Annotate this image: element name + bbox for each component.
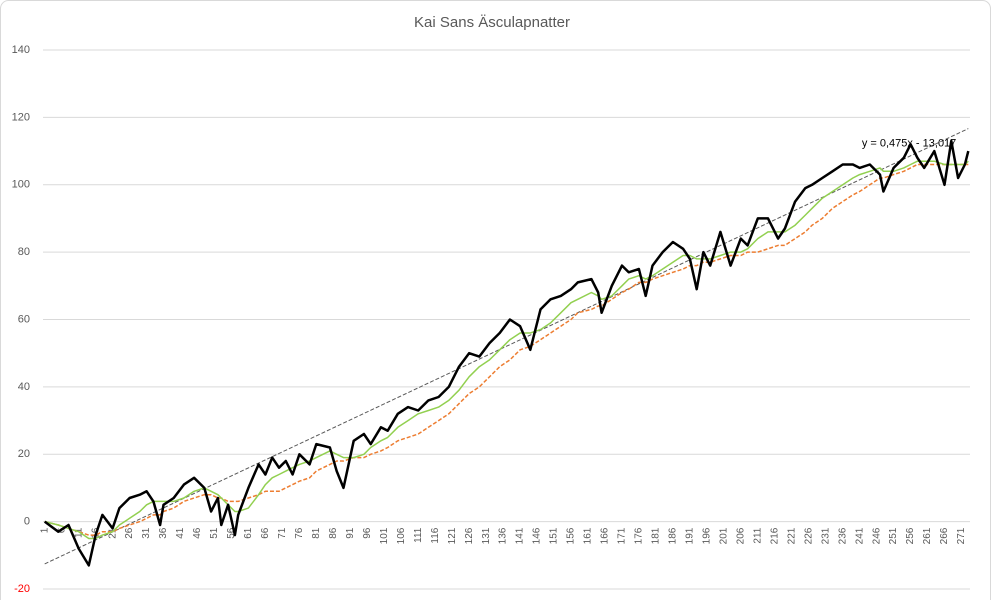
x-tick-label: 216	[769, 527, 780, 544]
chart-title: Kai Sans Äsculapnatter	[414, 14, 570, 31]
y-tick-label: 0	[24, 516, 30, 528]
x-tick-label: 256	[905, 527, 916, 544]
x-tick-label: 201	[718, 527, 729, 544]
x-tick-label: 51	[209, 527, 220, 539]
x-tick-label: 261	[922, 527, 933, 544]
series-line	[44, 163, 969, 536]
x-tick-label: 46	[192, 527, 203, 539]
x-tick-label: 176	[634, 527, 645, 544]
x-tick-label: 76	[294, 527, 305, 539]
trendline-label: y = 0,475x - 13,017	[862, 138, 956, 150]
x-tick-label: 91	[345, 527, 356, 539]
x-tick-label: 236	[837, 527, 848, 544]
x-tick-label: 61	[243, 527, 254, 539]
x-tick-label: 131	[481, 527, 492, 544]
x-tick-label: 266	[939, 527, 950, 544]
y-tick-label: 20	[18, 448, 30, 460]
x-tick-label: 271	[956, 527, 967, 544]
y-tick-label: 140	[12, 44, 30, 56]
x-tick-label: 101	[379, 527, 390, 544]
x-tick-label: 86	[328, 527, 339, 539]
x-tick-label: 156	[566, 527, 577, 544]
x-tick-label: 1	[39, 527, 50, 533]
x-tick-label: 231	[820, 527, 831, 544]
x-tick-label: 221	[786, 527, 797, 544]
x-tick-label: 171	[617, 527, 628, 544]
x-tick-label: 36	[158, 527, 169, 539]
x-tick-label: 21	[107, 527, 118, 539]
y-tick-label: 60	[18, 313, 30, 325]
trendline	[44, 128, 969, 565]
x-tick-label: 126	[464, 527, 475, 544]
x-tick-label: 111	[413, 527, 424, 543]
x-tick-label: 136	[498, 527, 509, 544]
x-tick-label: 181	[651, 527, 662, 544]
x-tick-label: 211	[752, 527, 763, 543]
x-tick-label: 71	[277, 527, 288, 539]
x-tick-label: 246	[871, 527, 882, 544]
x-tick-label: 66	[260, 527, 271, 539]
y-tick-label: -20	[14, 583, 30, 595]
x-tick-label: 191	[685, 527, 696, 544]
x-tick-label: 26	[124, 527, 135, 539]
y-tick-label: 80	[18, 246, 30, 258]
x-tick-label: 96	[362, 527, 373, 539]
series-line	[43, 139, 970, 567]
x-tick-label: 141	[515, 527, 526, 544]
x-tick-label: 81	[311, 527, 322, 539]
x-tick-label: 161	[583, 527, 594, 544]
y-tick-label: 120	[12, 111, 30, 123]
x-tick-label: 56	[226, 527, 237, 539]
x-tick-label: 151	[549, 527, 560, 544]
x-tick-label: 41	[175, 527, 186, 539]
x-tick-label: 251	[888, 527, 899, 544]
x-tick-label: 196	[701, 527, 712, 544]
x-tick-label: 106	[396, 527, 407, 544]
y-tick-label: 40	[18, 381, 30, 393]
x-tick-label: 31	[141, 527, 152, 539]
x-tick-label: 121	[447, 527, 458, 544]
series-line	[44, 160, 969, 540]
x-tick-label: 206	[735, 527, 746, 544]
x-tick-label: 146	[532, 527, 543, 544]
x-tick-label: 226	[803, 527, 814, 544]
x-tick-label: 186	[668, 527, 679, 544]
y-tick-label: 100	[12, 179, 30, 191]
x-tick-label: 116	[430, 527, 441, 543]
x-tick-label: 241	[854, 527, 865, 544]
x-tick-label: 166	[600, 527, 611, 544]
